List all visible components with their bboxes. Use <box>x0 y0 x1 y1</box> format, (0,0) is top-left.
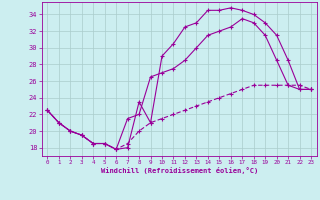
X-axis label: Windchill (Refroidissement éolien,°C): Windchill (Refroidissement éolien,°C) <box>100 167 258 174</box>
